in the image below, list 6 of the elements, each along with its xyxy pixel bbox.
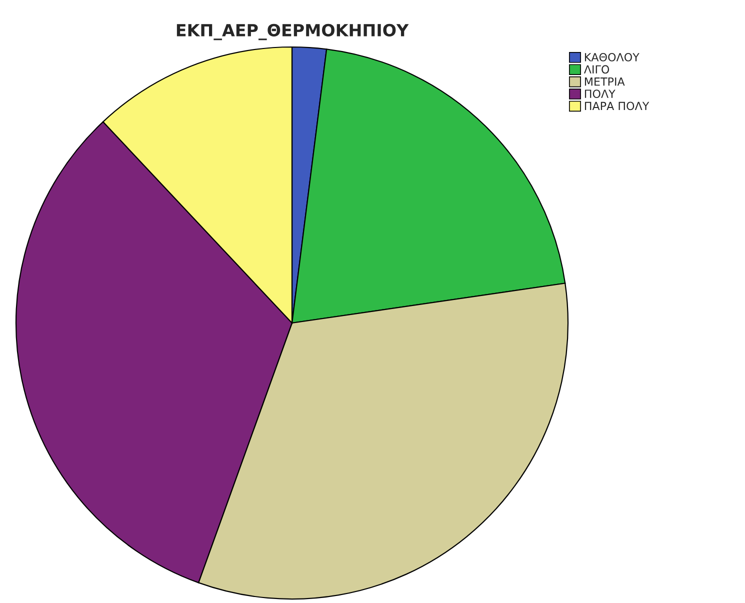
legend-label: ΜΕΤΡΙΑ — [584, 78, 625, 86]
legend-label: ΠΟΛΥ — [584, 90, 616, 98]
chart-title: ΕΚΠ_ΑΕΡ_ΘΕΡΜΟΚΗΠΙΟΥ — [176, 24, 409, 40]
legend-label: ΚΑΘΟΛΟΥ — [584, 52, 640, 62]
legend-label: ΛΙΓΟ — [584, 65, 610, 74]
legend-label: ΠΑΡΑ ΠΟΛΥ — [584, 102, 650, 110]
